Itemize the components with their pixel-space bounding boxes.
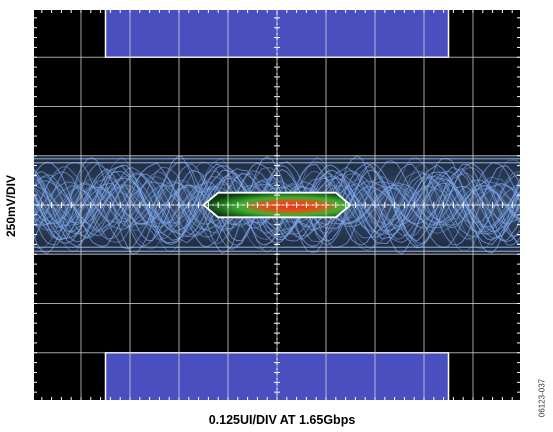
eye-diagram-chart: [32, 8, 522, 402]
x-axis-label: 0.125UI/DIV AT 1.65Gbps: [208, 413, 356, 427]
scope-frame: [32, 8, 522, 402]
y-axis-label: 250mV/DIV: [4, 174, 18, 238]
figure-code: 06123-037: [537, 378, 547, 418]
